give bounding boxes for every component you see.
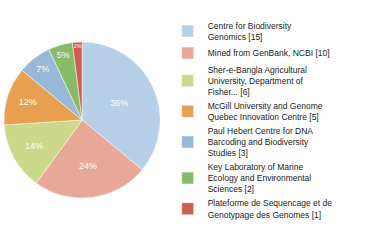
svg-text:14%: 14% — [25, 141, 43, 151]
svg-text:Key Laboratory of MarineEcolog: Key Laboratory of MarineEcology and Envi… — [208, 162, 312, 194]
svg-text:36%: 36% — [110, 98, 128, 108]
svg-text:24%: 24% — [79, 161, 97, 171]
svg-text:Mined from GenBank, NCBI [10]: Mined from GenBank, NCBI [10] — [208, 48, 330, 58]
svg-text:McGill University and GenomeQu: McGill University and GenomeQuebec Innov… — [208, 101, 323, 122]
svg-text:Sher-e-Bangla AgriculturalUniv: Sher-e-Bangla AgriculturalUniversity, De… — [208, 65, 307, 97]
svg-text:7%: 7% — [36, 64, 49, 74]
svg-text:Plateforme de Sequencage et de: Plateforme de Sequencage et deGenotypage… — [208, 198, 333, 219]
svg-text:12%: 12% — [19, 97, 37, 107]
svg-text:Centre for BiodiversityGenomic: Centre for BiodiversityGenomics [15] — [208, 21, 292, 42]
svg-text:Paul Hebert Centre for DNABarc: Paul Hebert Centre for DNABarcoding and … — [208, 126, 314, 158]
svg-text:2%: 2% — [74, 43, 82, 49]
svg-text:5%: 5% — [57, 50, 70, 60]
